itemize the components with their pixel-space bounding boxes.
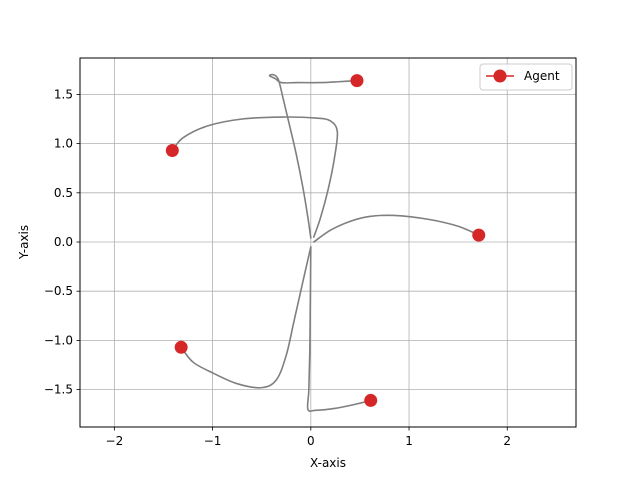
y-tick-label: −1.5 — [44, 383, 73, 397]
x-axis-label: X-axis — [310, 456, 346, 470]
trajectories — [171, 73, 480, 412]
x-tick-label: 2 — [503, 434, 511, 448]
y-axis-label: Y-axis — [17, 225, 31, 260]
y-tick-label: 1.5 — [54, 87, 73, 101]
y-tick-label: 1.0 — [54, 137, 73, 151]
y-tick-label: −0.5 — [44, 284, 73, 298]
x-tick-label: 1 — [405, 434, 413, 448]
agent-marker-2 — [165, 143, 179, 157]
agent-trajectory-3 — [312, 214, 480, 243]
legend-marker — [493, 69, 507, 83]
agent-trajectory-5 — [306, 246, 372, 412]
agent-marker-4 — [174, 340, 188, 354]
y-tick-label: −1.0 — [44, 333, 73, 347]
agent-trajectory-2 — [171, 116, 339, 238]
legend: Agent — [479, 63, 573, 91]
y-tick-label: 0.0 — [54, 235, 73, 249]
agent-trajectory-4 — [180, 246, 312, 389]
agent-trajectory-1 — [268, 73, 358, 239]
agent-marker-1 — [350, 74, 364, 88]
plot-frame — [79, 57, 577, 428]
agent-marker-3 — [472, 228, 486, 242]
y-tick-label: 0.5 — [54, 186, 73, 200]
legend-label: Agent — [524, 69, 560, 83]
x-tick-label: −1 — [204, 434, 222, 448]
agents — [165, 74, 486, 407]
ticks: −2 −1 0 1 2 −1.5 −1.0 −0.5 0.0 0.5 1.0 1.5 — [44, 87, 511, 448]
agent-marker-5 — [364, 393, 378, 407]
x-tick-label: 0 — [307, 434, 315, 448]
x-tick-label: −2 — [106, 434, 124, 448]
